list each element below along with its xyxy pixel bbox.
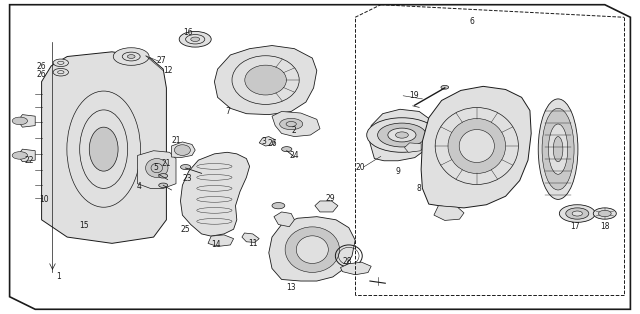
Text: 5: 5 — [154, 164, 159, 172]
Text: 21: 21 — [172, 136, 181, 145]
Text: 20: 20 — [355, 164, 365, 172]
Text: 18: 18 — [600, 222, 609, 231]
Ellipse shape — [394, 128, 410, 142]
Circle shape — [12, 117, 28, 125]
Circle shape — [272, 203, 285, 209]
Circle shape — [159, 183, 168, 187]
Text: 17: 17 — [570, 222, 580, 231]
Polygon shape — [18, 149, 35, 162]
Text: 23: 23 — [182, 174, 192, 183]
Text: 14: 14 — [211, 241, 221, 249]
Polygon shape — [18, 115, 35, 127]
Polygon shape — [242, 233, 259, 242]
Text: 15: 15 — [79, 221, 90, 230]
Polygon shape — [259, 137, 275, 146]
Circle shape — [367, 118, 437, 152]
Text: 13: 13 — [286, 283, 296, 292]
Polygon shape — [208, 235, 234, 246]
Text: 26: 26 — [36, 62, 46, 71]
Text: 28: 28 — [342, 257, 352, 266]
Polygon shape — [340, 262, 371, 275]
Text: 9: 9 — [396, 167, 401, 176]
Polygon shape — [42, 52, 166, 243]
Text: 26: 26 — [36, 70, 46, 79]
Polygon shape — [421, 86, 531, 208]
Circle shape — [159, 174, 168, 178]
Ellipse shape — [384, 121, 420, 149]
Text: 26: 26 — [268, 139, 277, 148]
Polygon shape — [172, 142, 195, 158]
Circle shape — [282, 147, 292, 152]
Ellipse shape — [146, 159, 168, 177]
Polygon shape — [214, 46, 317, 115]
Text: 11: 11 — [248, 239, 258, 248]
Polygon shape — [434, 206, 464, 220]
Polygon shape — [272, 111, 320, 137]
Text: 3: 3 — [261, 138, 266, 146]
Circle shape — [593, 208, 616, 219]
Polygon shape — [404, 143, 421, 152]
Text: 24: 24 — [289, 151, 299, 160]
Text: 8: 8 — [417, 184, 422, 193]
Text: 12: 12 — [163, 66, 173, 75]
Text: 29: 29 — [325, 194, 335, 203]
Circle shape — [53, 59, 68, 67]
Circle shape — [53, 68, 68, 76]
Circle shape — [113, 48, 149, 65]
Circle shape — [179, 31, 211, 47]
Text: 22: 22 — [24, 156, 34, 165]
Polygon shape — [180, 152, 250, 236]
Circle shape — [559, 205, 595, 222]
Circle shape — [396, 132, 408, 138]
Ellipse shape — [448, 118, 506, 173]
Polygon shape — [138, 151, 176, 188]
Text: 2: 2 — [291, 126, 296, 135]
Circle shape — [378, 123, 426, 147]
Ellipse shape — [542, 108, 574, 190]
Ellipse shape — [548, 124, 568, 174]
Text: 19: 19 — [410, 91, 419, 100]
Circle shape — [572, 211, 582, 216]
Ellipse shape — [554, 137, 563, 162]
Circle shape — [12, 152, 28, 159]
Text: 25: 25 — [180, 225, 191, 234]
Ellipse shape — [538, 99, 578, 199]
Ellipse shape — [174, 145, 191, 155]
Circle shape — [191, 37, 200, 41]
Polygon shape — [269, 217, 355, 281]
Text: 16: 16 — [182, 29, 193, 37]
Ellipse shape — [90, 127, 118, 171]
Circle shape — [566, 208, 589, 219]
Polygon shape — [274, 212, 294, 227]
Circle shape — [388, 128, 416, 142]
Polygon shape — [315, 201, 338, 212]
Text: 21: 21 — [161, 160, 171, 168]
Text: 6: 6 — [470, 18, 475, 26]
Circle shape — [280, 118, 303, 130]
Circle shape — [180, 165, 191, 170]
Ellipse shape — [244, 65, 287, 95]
Text: 1: 1 — [56, 272, 61, 281]
Text: 27: 27 — [157, 56, 166, 65]
Text: 10: 10 — [40, 195, 49, 204]
Text: 4: 4 — [137, 182, 142, 191]
Circle shape — [127, 55, 135, 58]
Ellipse shape — [296, 236, 328, 263]
Circle shape — [441, 85, 449, 89]
Polygon shape — [370, 109, 432, 161]
Text: 7: 7 — [225, 107, 230, 116]
Ellipse shape — [460, 129, 495, 163]
Ellipse shape — [285, 227, 339, 273]
Circle shape — [598, 210, 611, 217]
